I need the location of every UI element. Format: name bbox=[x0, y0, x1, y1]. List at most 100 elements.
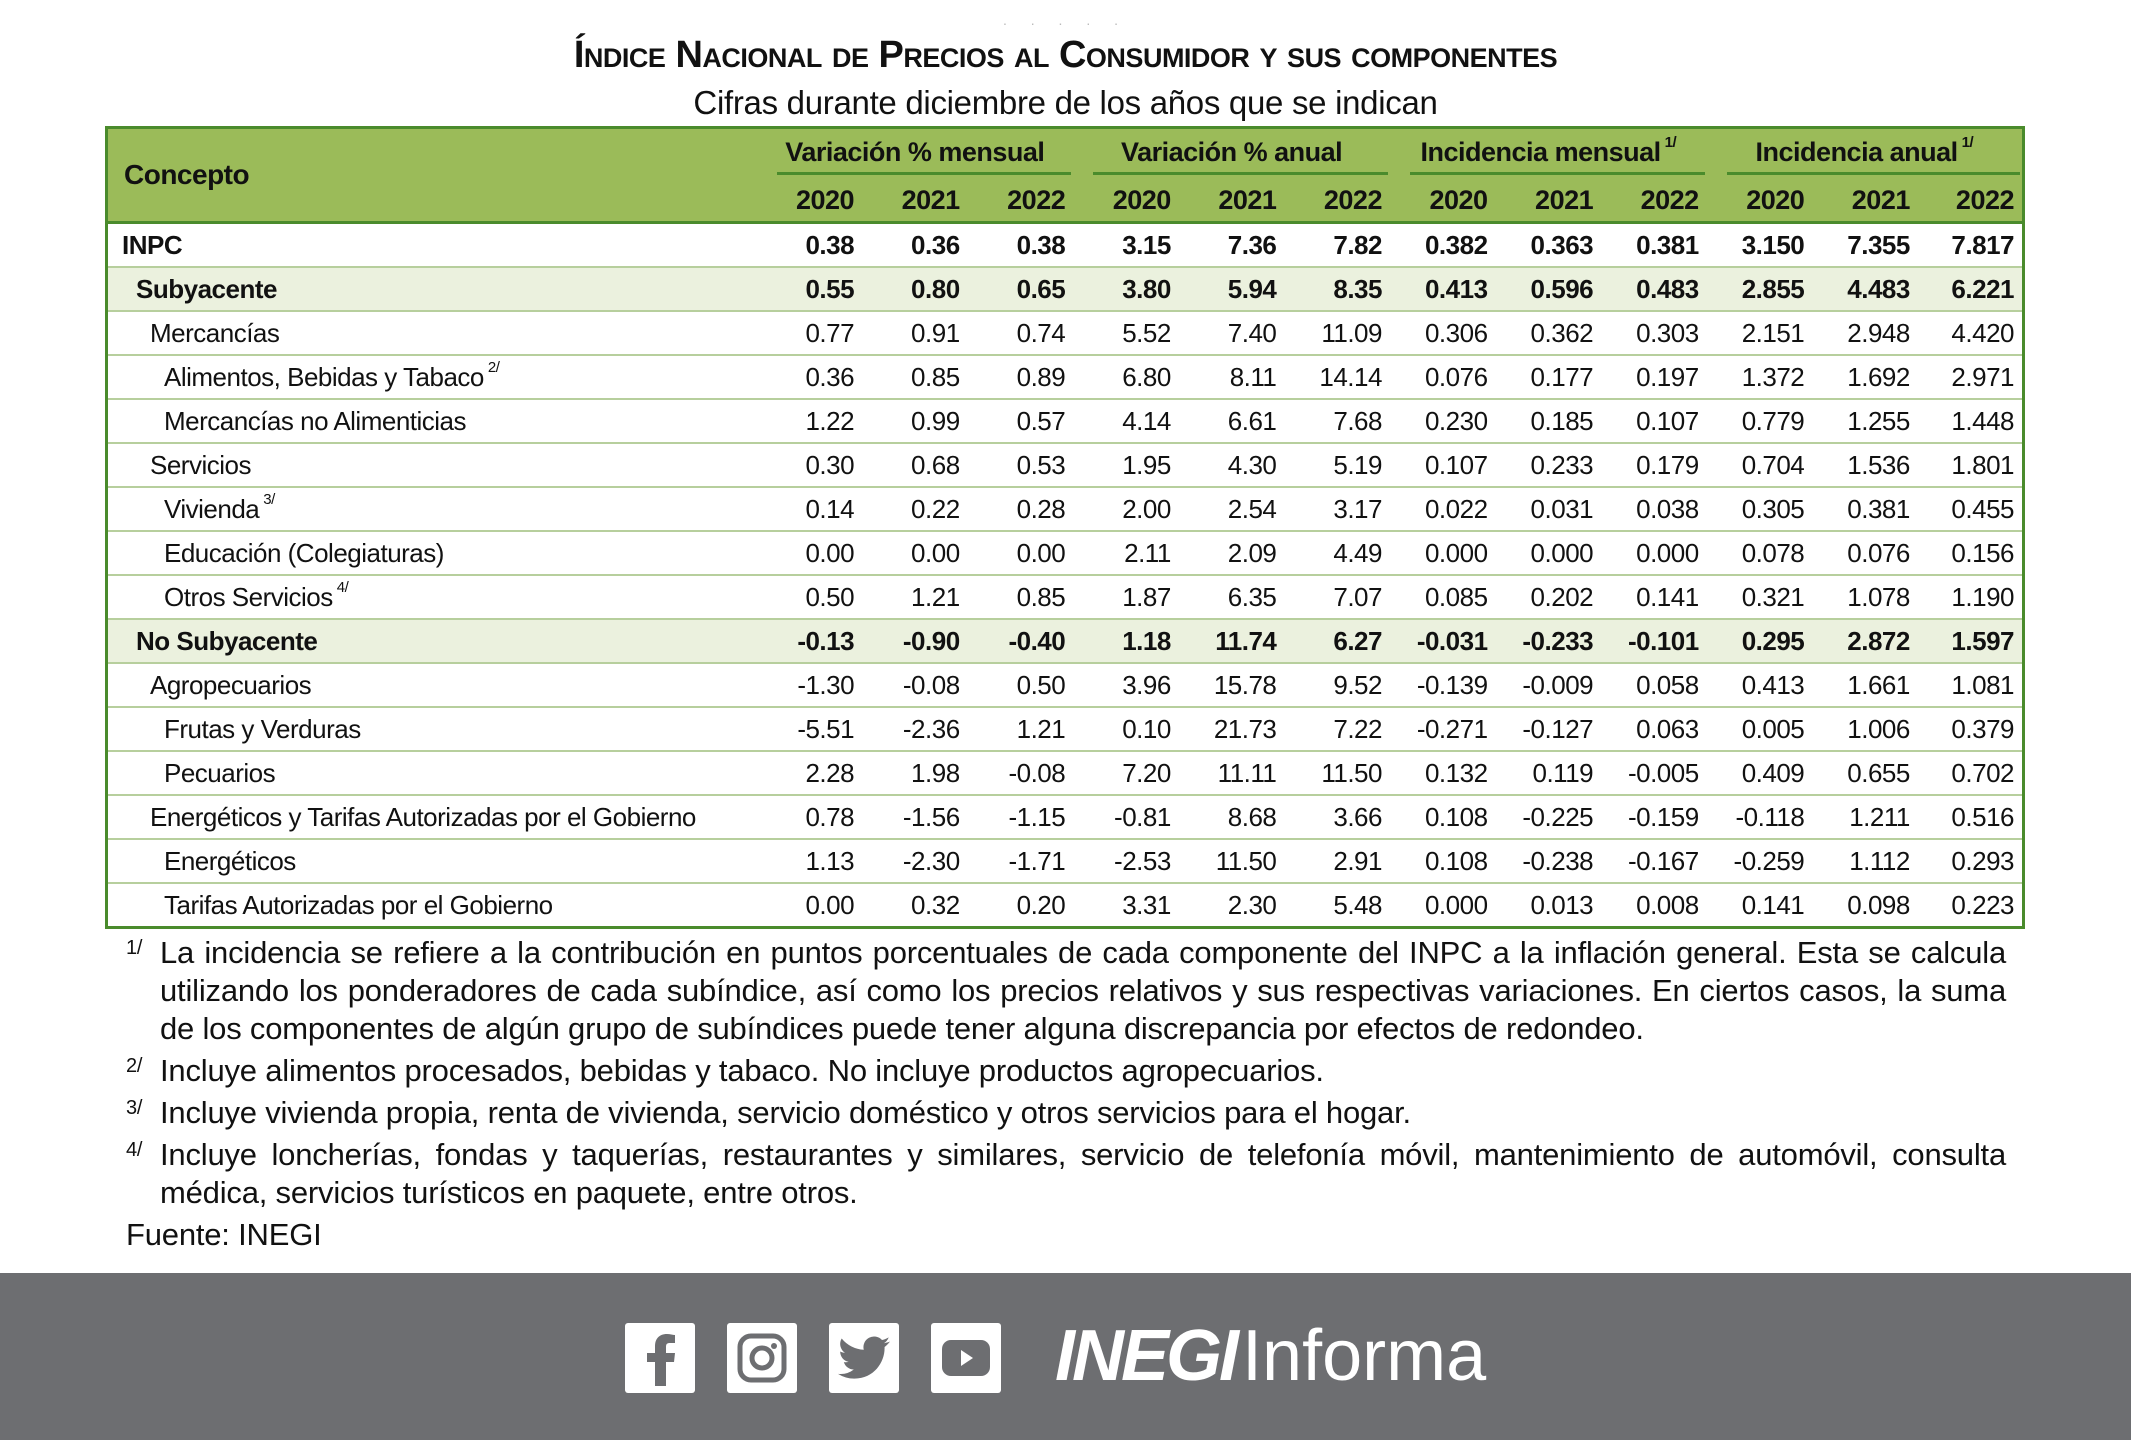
value-cell: 0.702 bbox=[1917, 750, 2024, 795]
value-cell: 2.11 bbox=[1073, 530, 1179, 575]
value-cell: 0.32 bbox=[862, 882, 968, 928]
value-cell: 0.50 bbox=[967, 662, 1074, 707]
concept-header: Concepto bbox=[124, 159, 250, 190]
footnote-text: La incidencia se refiere a la contribuci… bbox=[160, 935, 2006, 1046]
value-cell: 3.80 bbox=[1073, 266, 1179, 311]
value-cell: 7.20 bbox=[1073, 750, 1179, 795]
footnote-text: Incluye alimentos procesados, bebidas y … bbox=[160, 1053, 1324, 1088]
value-cell: 4.420 bbox=[1917, 310, 2024, 355]
value-cell: 0.74 bbox=[967, 310, 1074, 355]
footnote-number: 3/ bbox=[126, 1097, 143, 1119]
group-header-row: Concepto Variación % mensual Variación %… bbox=[106, 127, 2024, 190]
value-cell: 0.000 bbox=[1389, 530, 1496, 575]
value-cell: 0.031 bbox=[1495, 486, 1602, 531]
value-cell: 0.076 bbox=[1812, 530, 1918, 575]
facebook-icon[interactable] bbox=[625, 1323, 695, 1393]
value-cell: 0.108 bbox=[1389, 838, 1496, 883]
footnote-number: 2/ bbox=[126, 1055, 143, 1077]
value-cell: 0.141 bbox=[1706, 882, 1813, 928]
value-cell: 3.150 bbox=[1706, 221, 1813, 267]
value-cell: 0.381 bbox=[1601, 221, 1707, 267]
value-cell: 0.91 bbox=[862, 310, 968, 355]
value-cell: 11.74 bbox=[1178, 618, 1285, 663]
value-cell: 0.230 bbox=[1389, 398, 1496, 443]
value-cell: 0.078 bbox=[1706, 530, 1813, 575]
row-label: Mercancías bbox=[106, 310, 757, 355]
value-cell: 0.177 bbox=[1495, 354, 1602, 399]
value-cell: 1.255 bbox=[1812, 398, 1918, 443]
table-row: Pecuarios 2.28 1.98 -0.08 7.20 11.11 11.50 0.13… bbox=[106, 750, 2024, 795]
value-cell: 0.20 bbox=[967, 882, 1074, 928]
value-cell: 0.202 bbox=[1495, 574, 1602, 619]
value-cell: 5.19 bbox=[1284, 442, 1390, 487]
value-cell: 2.28 bbox=[756, 750, 863, 795]
footnote-ref: 3/ bbox=[263, 490, 275, 508]
value-cell: 1.98 bbox=[862, 750, 968, 795]
value-cell: 1.692 bbox=[1812, 354, 1918, 399]
value-cell: 0.305 bbox=[1706, 486, 1813, 531]
value-cell: 1.211 bbox=[1812, 794, 1918, 839]
value-cell: 0.85 bbox=[967, 574, 1074, 619]
value-cell: 8.11 bbox=[1178, 354, 1285, 399]
value-cell: 4.49 bbox=[1284, 530, 1390, 575]
row-label: Frutas y Verduras bbox=[106, 706, 757, 751]
group-header: Incidencia anual 1/ bbox=[1707, 128, 2024, 180]
table-row: Frutas y Verduras -5.51 -2.36 1.21 0.10 21.73… bbox=[106, 706, 2024, 751]
row-label: Vivienda 3/ bbox=[106, 486, 757, 531]
value-cell: 0.704 bbox=[1706, 442, 1813, 487]
value-cell: 0.076 bbox=[1389, 354, 1496, 399]
value-cell: 0.179 bbox=[1601, 442, 1707, 487]
value-cell: 1.112 bbox=[1812, 838, 1918, 883]
table-row: Educación (Colegiaturas) 0.00 0.00 0.00 2.11… bbox=[106, 530, 2024, 575]
value-cell: -0.031 bbox=[1389, 618, 1496, 663]
value-cell: 0.409 bbox=[1706, 750, 1813, 795]
table-row: Mercancías 0.77 0.91 0.74 5.52 7.40 11.09 0.306… bbox=[106, 310, 2024, 355]
youtube-icon[interactable] bbox=[931, 1323, 1001, 1393]
value-cell: 21.73 bbox=[1178, 706, 1285, 751]
table-row: Otros Servicios 4/0.50 1.21 0.85 1.87 6.35 7.0… bbox=[106, 574, 2024, 619]
value-cell: 0.000 bbox=[1495, 530, 1602, 575]
row-label: INPC bbox=[106, 221, 757, 267]
value-cell: 0.38 bbox=[967, 221, 1074, 267]
row-label: Educación (Colegiaturas) bbox=[106, 530, 757, 575]
row-label: Agropecuarios bbox=[106, 662, 757, 707]
value-cell: -0.118 bbox=[1706, 794, 1813, 839]
value-cell: 0.413 bbox=[1389, 266, 1496, 311]
value-cell: 0.379 bbox=[1917, 706, 2024, 751]
value-cell: 9.52 bbox=[1284, 662, 1390, 707]
value-cell: -0.225 bbox=[1495, 794, 1602, 839]
table-row: Mercancías no Alimenticias 1.22 0.99 0.57 4.… bbox=[106, 398, 2024, 443]
decorative-dots: . . . . . bbox=[1002, 12, 1128, 28]
value-cell: 0.303 bbox=[1601, 310, 1707, 355]
value-cell: 0.516 bbox=[1917, 794, 2024, 839]
value-cell: 1.22 bbox=[756, 398, 863, 443]
table-row: Agropecuarios -1.30 -0.08 0.50 3.96 15.78 9.52… bbox=[106, 662, 2024, 707]
value-cell: 0.53 bbox=[967, 442, 1074, 487]
twitter-icon[interactable] bbox=[829, 1323, 899, 1393]
value-cell: 3.96 bbox=[1073, 662, 1179, 707]
value-cell: -0.81 bbox=[1073, 794, 1179, 839]
value-cell: 7.355 bbox=[1812, 221, 1918, 267]
value-cell: 0.306 bbox=[1389, 310, 1496, 355]
value-cell: 0.77 bbox=[756, 310, 863, 355]
value-cell: 0.363 bbox=[1495, 221, 1602, 267]
value-cell: -1.56 bbox=[862, 794, 968, 839]
value-cell: 0.098 bbox=[1812, 882, 1918, 928]
row-label: Energéticos bbox=[106, 838, 757, 883]
value-cell: 1.190 bbox=[1917, 574, 2024, 619]
year-header: 2021 bbox=[901, 184, 961, 215]
value-cell: 8.35 bbox=[1284, 266, 1390, 311]
value-cell: -2.30 bbox=[862, 838, 968, 883]
footnotes: 1/La incidencia se refiere a la contribu… bbox=[126, 934, 2006, 1254]
value-cell: 2.91 bbox=[1284, 838, 1390, 883]
value-cell: 1.21 bbox=[967, 706, 1074, 751]
value-cell: -0.009 bbox=[1495, 662, 1602, 707]
value-cell: -1.71 bbox=[967, 838, 1074, 883]
instagram-icon[interactable] bbox=[727, 1323, 797, 1393]
value-cell: 0.89 bbox=[967, 354, 1074, 399]
value-cell: 7.40 bbox=[1178, 310, 1285, 355]
value-cell: 0.596 bbox=[1495, 266, 1602, 311]
table-row: Energéticos 1.13 -2.30 -1.71 -2.53 11.50 2.91 0… bbox=[106, 838, 2024, 883]
footnote: 1/La incidencia se refiere a la contribu… bbox=[126, 934, 2006, 1048]
value-cell: 0.99 bbox=[862, 398, 968, 443]
